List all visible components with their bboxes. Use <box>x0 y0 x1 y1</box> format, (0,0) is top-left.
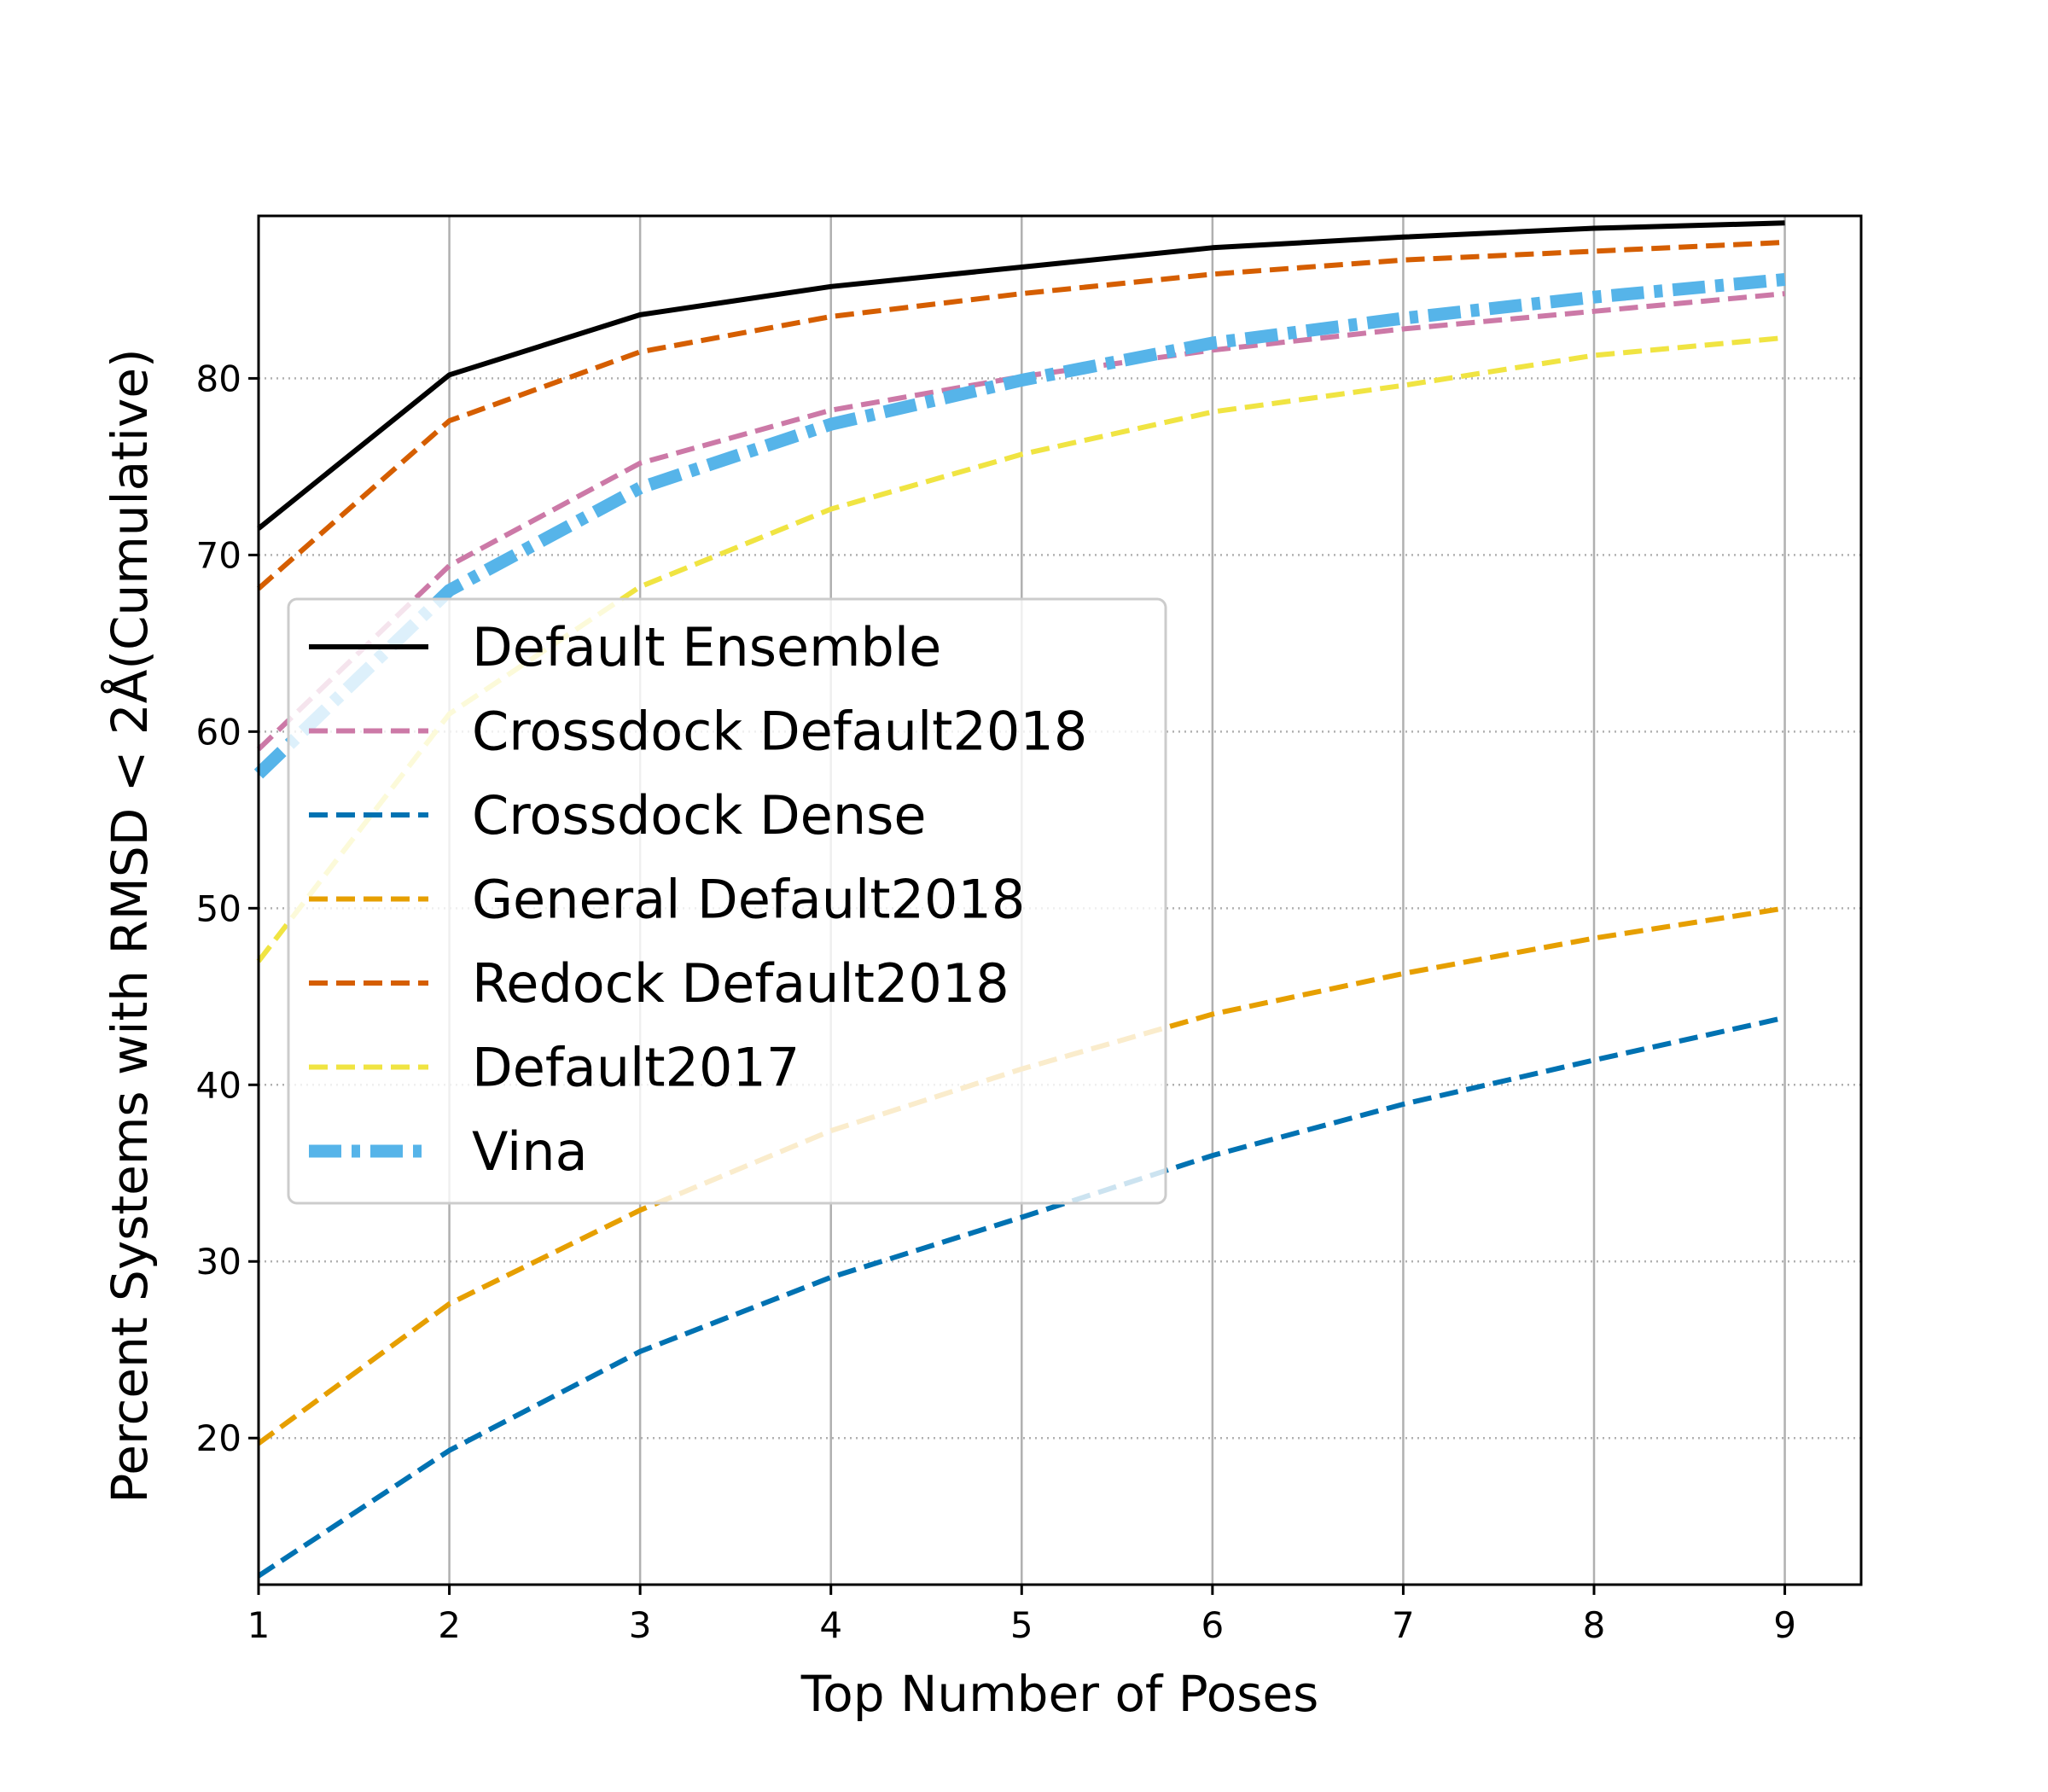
y-tick-label: 50 <box>196 887 241 929</box>
legend: Default Ensemble Crossdock Default2018 Cro… <box>287 597 1167 1205</box>
series-line-redock-default2018 <box>257 240 1785 591</box>
x-tick-label: 3 <box>629 1604 652 1646</box>
x-axis-ticks: 1 2 3 4 5 6 7 8 9 <box>247 1585 1796 1646</box>
legend-box <box>287 597 1167 1205</box>
x-tick-label: 8 <box>1583 1604 1606 1646</box>
y-tick-label: 40 <box>196 1064 241 1106</box>
plot-frame <box>257 214 1863 1586</box>
x-tick-label: 6 <box>1201 1604 1224 1646</box>
y-tick-label: 30 <box>196 1241 241 1283</box>
series-line-default-ensemble <box>257 220 1785 531</box>
y-tick-label: 80 <box>196 358 241 399</box>
y-tick-label: 20 <box>196 1417 241 1459</box>
y-axis-ticks: 20 30 40 50 60 70 80 <box>196 358 259 1459</box>
legend-label: Crossdock Dense <box>472 784 927 847</box>
y-tick-label: 70 <box>196 534 241 576</box>
legend-label: Vina <box>472 1120 588 1183</box>
series-line-vina <box>253 273 1786 779</box>
series-line-crossdock-dense <box>257 1015 1786 1579</box>
legend-label: Redock Default2018 <box>472 952 1009 1015</box>
y-axis-label: Percent Systems with RMSD < 2Å(Cumulativ… <box>100 348 159 1503</box>
x-axis-label: Top Number of Poses <box>800 1665 1319 1723</box>
x-tick-label: 1 <box>247 1604 271 1646</box>
series-line-crossdock-default2018 <box>256 291 1785 752</box>
legend-label: Default2017 <box>472 1037 800 1099</box>
x-tick-label: 7 <box>1392 1604 1415 1646</box>
y-tick-label: 60 <box>196 711 241 753</box>
x-tick-label: 4 <box>819 1604 842 1646</box>
legend-label: General Default2018 <box>472 869 1025 931</box>
x-tick-label: 9 <box>1773 1604 1796 1646</box>
x-tick-label: 5 <box>1010 1604 1033 1646</box>
legend-label: Default Ensemble <box>472 616 941 678</box>
legend-label: Crossdock Default2018 <box>472 701 1087 763</box>
x-tick-label: 2 <box>438 1604 461 1646</box>
